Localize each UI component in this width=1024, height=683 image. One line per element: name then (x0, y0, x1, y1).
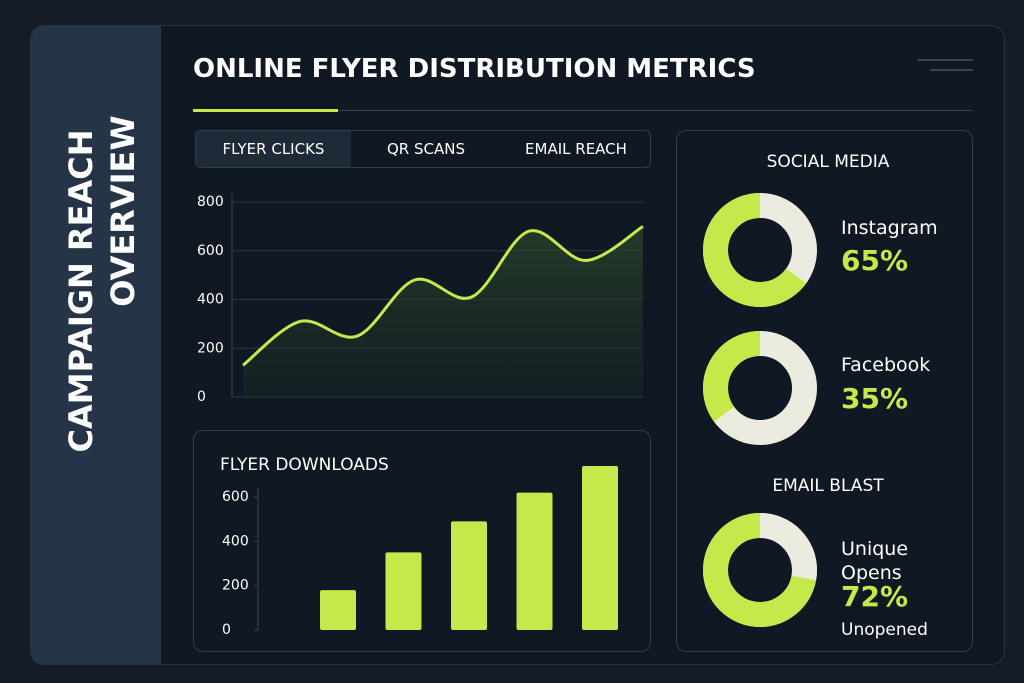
donut-label: Facebook (841, 354, 931, 376)
bar (451, 521, 487, 630)
y-tick-label: 600 (222, 489, 249, 505)
donut-segment (703, 513, 817, 627)
section-title: SOCIAL MEDIA (767, 152, 890, 172)
tab[interactable]: QR SCANS (387, 140, 465, 158)
donut-value: 72% (841, 580, 909, 613)
tab[interactable]: FLYER CLICKS (196, 131, 351, 167)
donut-label: Unique Opens (841, 538, 909, 584)
donut-label: Instagram (841, 217, 938, 239)
menu-line (918, 59, 973, 61)
tab-bar: FLYER CLICKS QR SCANS EMAIL REACH (195, 130, 651, 168)
donut-value: 65% (841, 244, 909, 277)
chart-title: FLYER DOWNLOADS (220, 455, 389, 475)
sidebar: CAMPAIGN REACH OVERVIEW (31, 26, 161, 664)
bar (320, 590, 356, 630)
line-area (243, 226, 643, 397)
y-tick-label: 0 (197, 389, 206, 405)
y-tick-label: 200 (222, 578, 249, 594)
donut-label: Unopened (841, 620, 928, 640)
y-tick-label: 0 (222, 622, 231, 638)
divider (338, 110, 973, 111)
bar-panel (193, 430, 651, 652)
line (242, 225, 644, 367)
title-accent (193, 109, 338, 112)
header-title: ONLINE FLYER DISTRIBUTION METRICS (193, 54, 756, 84)
y-tick-label: 400 (222, 533, 249, 549)
menu-line (930, 69, 973, 71)
donut-segment (703, 331, 817, 445)
tab[interactable]: EMAIL REACH (525, 140, 627, 158)
y-tick-label: 400 (197, 292, 224, 308)
y-tick-label: 200 (197, 340, 224, 356)
donut-segment (703, 193, 817, 307)
donut-value: 35% (841, 382, 909, 415)
y-tick-label: 800 (197, 194, 224, 210)
donut-panel (676, 130, 973, 652)
y-tick-label: 600 (197, 243, 224, 259)
bar (516, 492, 553, 630)
bar (582, 465, 618, 630)
section-title: EMAIL BLAST (772, 476, 884, 496)
bar (385, 552, 422, 630)
